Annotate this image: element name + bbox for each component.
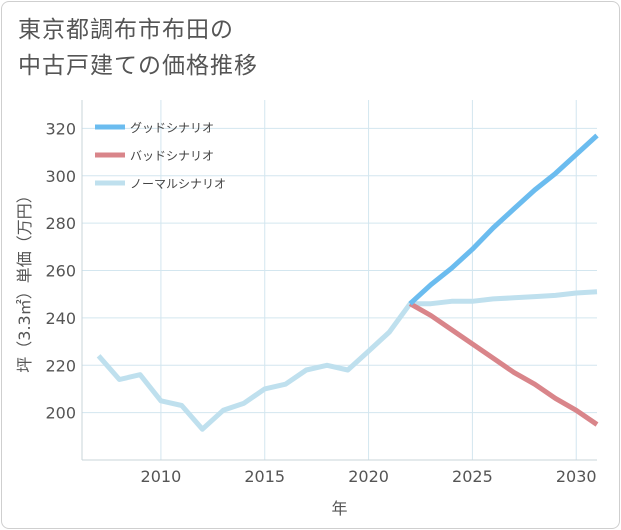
legend-label-normal: ノーマルシナリオ: [130, 177, 226, 191]
legend-label-bad: バッドシナリオ: [130, 149, 214, 163]
series-line-normal: [96, 289, 598, 432]
y-tick-label: 220: [45, 356, 76, 375]
y-tick-label: 320: [45, 119, 76, 138]
y-tick-label: 300: [45, 167, 76, 186]
series-line-bad: [408, 301, 599, 427]
series-line-good: [408, 133, 599, 306]
chart-title-line-2: 中古戸建ての価格推移: [18, 53, 258, 79]
y-tick-label: 240: [45, 309, 76, 328]
chart-title-line-1: 東京都調布市布田の: [18, 17, 234, 43]
y-tick-label: 280: [45, 214, 76, 233]
x-tick-label: 2025: [452, 467, 493, 486]
tick-labels: 2010 2015 2020 2025 2030 200 220 240 260 280 300 32…: [45, 119, 596, 486]
x-tick-label: 2015: [244, 467, 285, 486]
y-tick-label: 200: [45, 404, 76, 423]
chart-title: 東京都調布市布田の 中古戸建ての価格推移: [18, 12, 258, 84]
series-layer: [96, 133, 599, 432]
x-tick-label: 2030: [556, 467, 597, 486]
x-tick-label: 2020: [348, 467, 389, 486]
y-tick-label: 260: [45, 262, 76, 281]
plot-area: [81, 100, 597, 461]
x-tick-label: 2010: [141, 467, 182, 486]
legend-label-good: グッドシナリオ: [130, 121, 214, 135]
x-axis-label: 年: [331, 499, 347, 518]
y-axis-label: 坪（3.3㎡）単価（万円）: [15, 187, 34, 372]
